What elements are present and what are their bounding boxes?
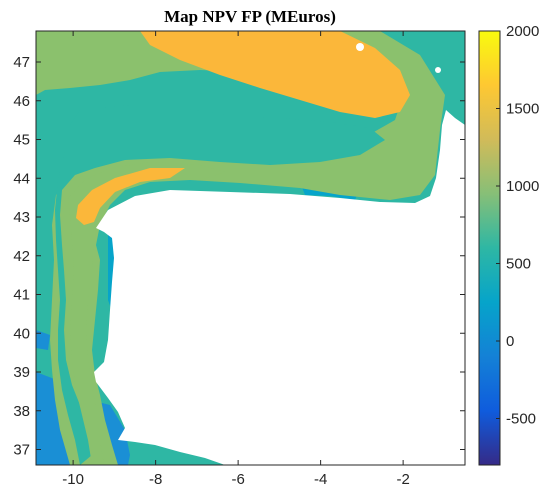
map-island [356, 43, 364, 51]
y-tick-label: 41 [13, 287, 30, 304]
y-tick-label: 46 [13, 93, 30, 110]
map-plot-area [36, 31, 465, 465]
colorbar-tick-label: 0 [506, 333, 514, 350]
y-tick-label: 43 [13, 209, 30, 226]
x-tick-label: -8 [149, 471, 162, 488]
sea-patch-orange [140, 31, 410, 118]
colorbar-tick-label: -500 [506, 411, 536, 428]
y-tick-label: 42 [13, 248, 30, 265]
colorbar-ticks: -500 0 500 1000 1500 2000 [496, 23, 539, 428]
x-tick-label: -10 [62, 471, 84, 488]
colorbar-tick-label: 2000 [506, 23, 539, 40]
sea-patch-blue [36, 330, 50, 350]
chart-title: Map NPV FP (MEuros) [164, 7, 336, 26]
sea-band-teal-inner [55, 105, 385, 465]
y-tick-label: 39 [13, 364, 30, 381]
y-tick-label: 40 [13, 325, 30, 342]
y-tick-label: 47 [13, 54, 30, 71]
x-tick-label: -2 [396, 471, 409, 488]
sea-patch-orange [76, 168, 185, 225]
sea-band-light-green-inner [68, 162, 225, 465]
map-island [435, 67, 441, 73]
y-tick-label: 38 [13, 403, 30, 420]
y-tick-label: 37 [13, 442, 30, 459]
x-tick-label: -6 [231, 471, 244, 488]
colorbar-tick-label: 1000 [506, 178, 539, 195]
y-tick-label: 44 [13, 170, 30, 187]
map-axes: -10 -8 -6 -4 -2 37 38 39 40 41 42 43 44 45 46 47 [13, 30, 466, 488]
plot-frame [35, 30, 466, 466]
y-tick-label: 45 [13, 132, 30, 149]
colorbar-tick-label: 500 [506, 256, 531, 273]
colorbar-tick-label: 1500 [506, 101, 539, 118]
land-mass [94, 31, 465, 465]
colorbar [478, 30, 501, 466]
x-tick-label: -4 [314, 471, 327, 488]
